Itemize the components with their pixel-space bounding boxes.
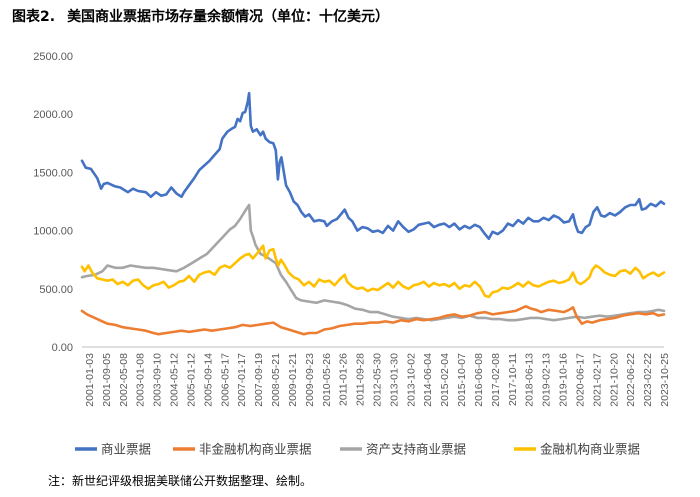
x-tick-label: 2010-05-26: [321, 353, 333, 407]
x-tick-label: 2020-06-17: [574, 353, 586, 407]
x-tick-label: 2011-01-26: [338, 353, 350, 406]
legend-label: 金融机构商业票据: [540, 442, 640, 457]
figure-note: 注：新世纪评级根据美联储公开数据整理、绘制。: [48, 474, 313, 488]
y-tick-label: 2000.00: [33, 109, 73, 121]
x-tick-label: 2006-05-17: [219, 353, 231, 407]
x-tick-label: 2019-10-16: [558, 353, 570, 407]
x-tick-label: 2011-09-28: [355, 353, 367, 406]
x-tick-label: 2012-05-30: [372, 353, 384, 407]
x-tick-label: 2022-06-22: [625, 353, 637, 407]
x-tick-label: 2023-10-25: [659, 353, 671, 407]
series-line: [80, 244, 666, 299]
x-tick-label: 2005-01-12: [186, 353, 198, 407]
legend-label: 商业票据: [101, 442, 151, 457]
figure-title: 图表2. 美国商业票据市场存量余额情况（单位：十亿美元）: [12, 6, 389, 26]
x-tick-label: 2017-10-11: [507, 353, 519, 406]
x-tick-label: 2009-09-23: [304, 353, 316, 407]
y-tick-label: 2500.00: [33, 51, 73, 63]
x-tick-label: 2016-06-08: [473, 353, 485, 407]
figure-label: 图表2.: [12, 9, 56, 25]
figure-title-text: 美国商业票据市场存量余额情况（单位：十亿美元）: [67, 9, 390, 25]
series-line: [80, 305, 666, 336]
x-tick-label: 2015-10-07: [456, 353, 468, 407]
y-tick-label: 0.00: [52, 342, 73, 354]
x-tick-label: 2023-02-22: [642, 353, 654, 407]
x-tick-label: 2009-01-21: [287, 353, 299, 407]
x-tick-label: 2008-05-21: [270, 353, 282, 407]
x-tick-label: 2005-09-14: [202, 353, 214, 407]
x-tick-label: 2007-01-17: [236, 353, 248, 407]
x-tick-label: 2018-06-13: [524, 353, 536, 407]
x-tick-label: 2013-01-30: [388, 353, 400, 407]
y-tick-label: 500.00: [39, 284, 73, 296]
x-tick-label: 2014-06-04: [422, 353, 434, 407]
x-tick-label: 2001-09-05: [101, 353, 113, 407]
x-tick-label: 2002-05-08: [118, 353, 130, 407]
x-tick-label: 2021-10-20: [608, 353, 620, 407]
x-tick-label: 2001-01-03: [84, 353, 96, 407]
x-tick-label: 2021-02-17: [591, 353, 603, 407]
y-tick-label: 1000.00: [33, 226, 73, 238]
series-line: [80, 203, 666, 322]
legend-label: 非金融机构商业票据: [199, 442, 312, 457]
y-tick-label: 1500.00: [33, 167, 73, 179]
x-tick-label: 2003-01-08: [135, 353, 147, 407]
line-chart: 0.00 500.00 1000.00 1500.00 2000.00 2500.00 20…: [33, 51, 671, 457]
x-tick-label: 2019-02-13: [541, 353, 553, 407]
legend-label: 资产支持商业票据: [366, 442, 466, 457]
series-line: [80, 91, 666, 240]
x-tick-label: 2003-09-10: [152, 353, 164, 407]
x-tick-label: 2004-05-12: [169, 353, 181, 407]
x-tick-label: 2013-10-02: [405, 353, 417, 407]
x-tick-label: 2007-09-19: [253, 353, 265, 407]
x-tick-label: 2017-02-08: [490, 353, 502, 407]
x-tick-label: 2015-02-04: [439, 353, 451, 407]
